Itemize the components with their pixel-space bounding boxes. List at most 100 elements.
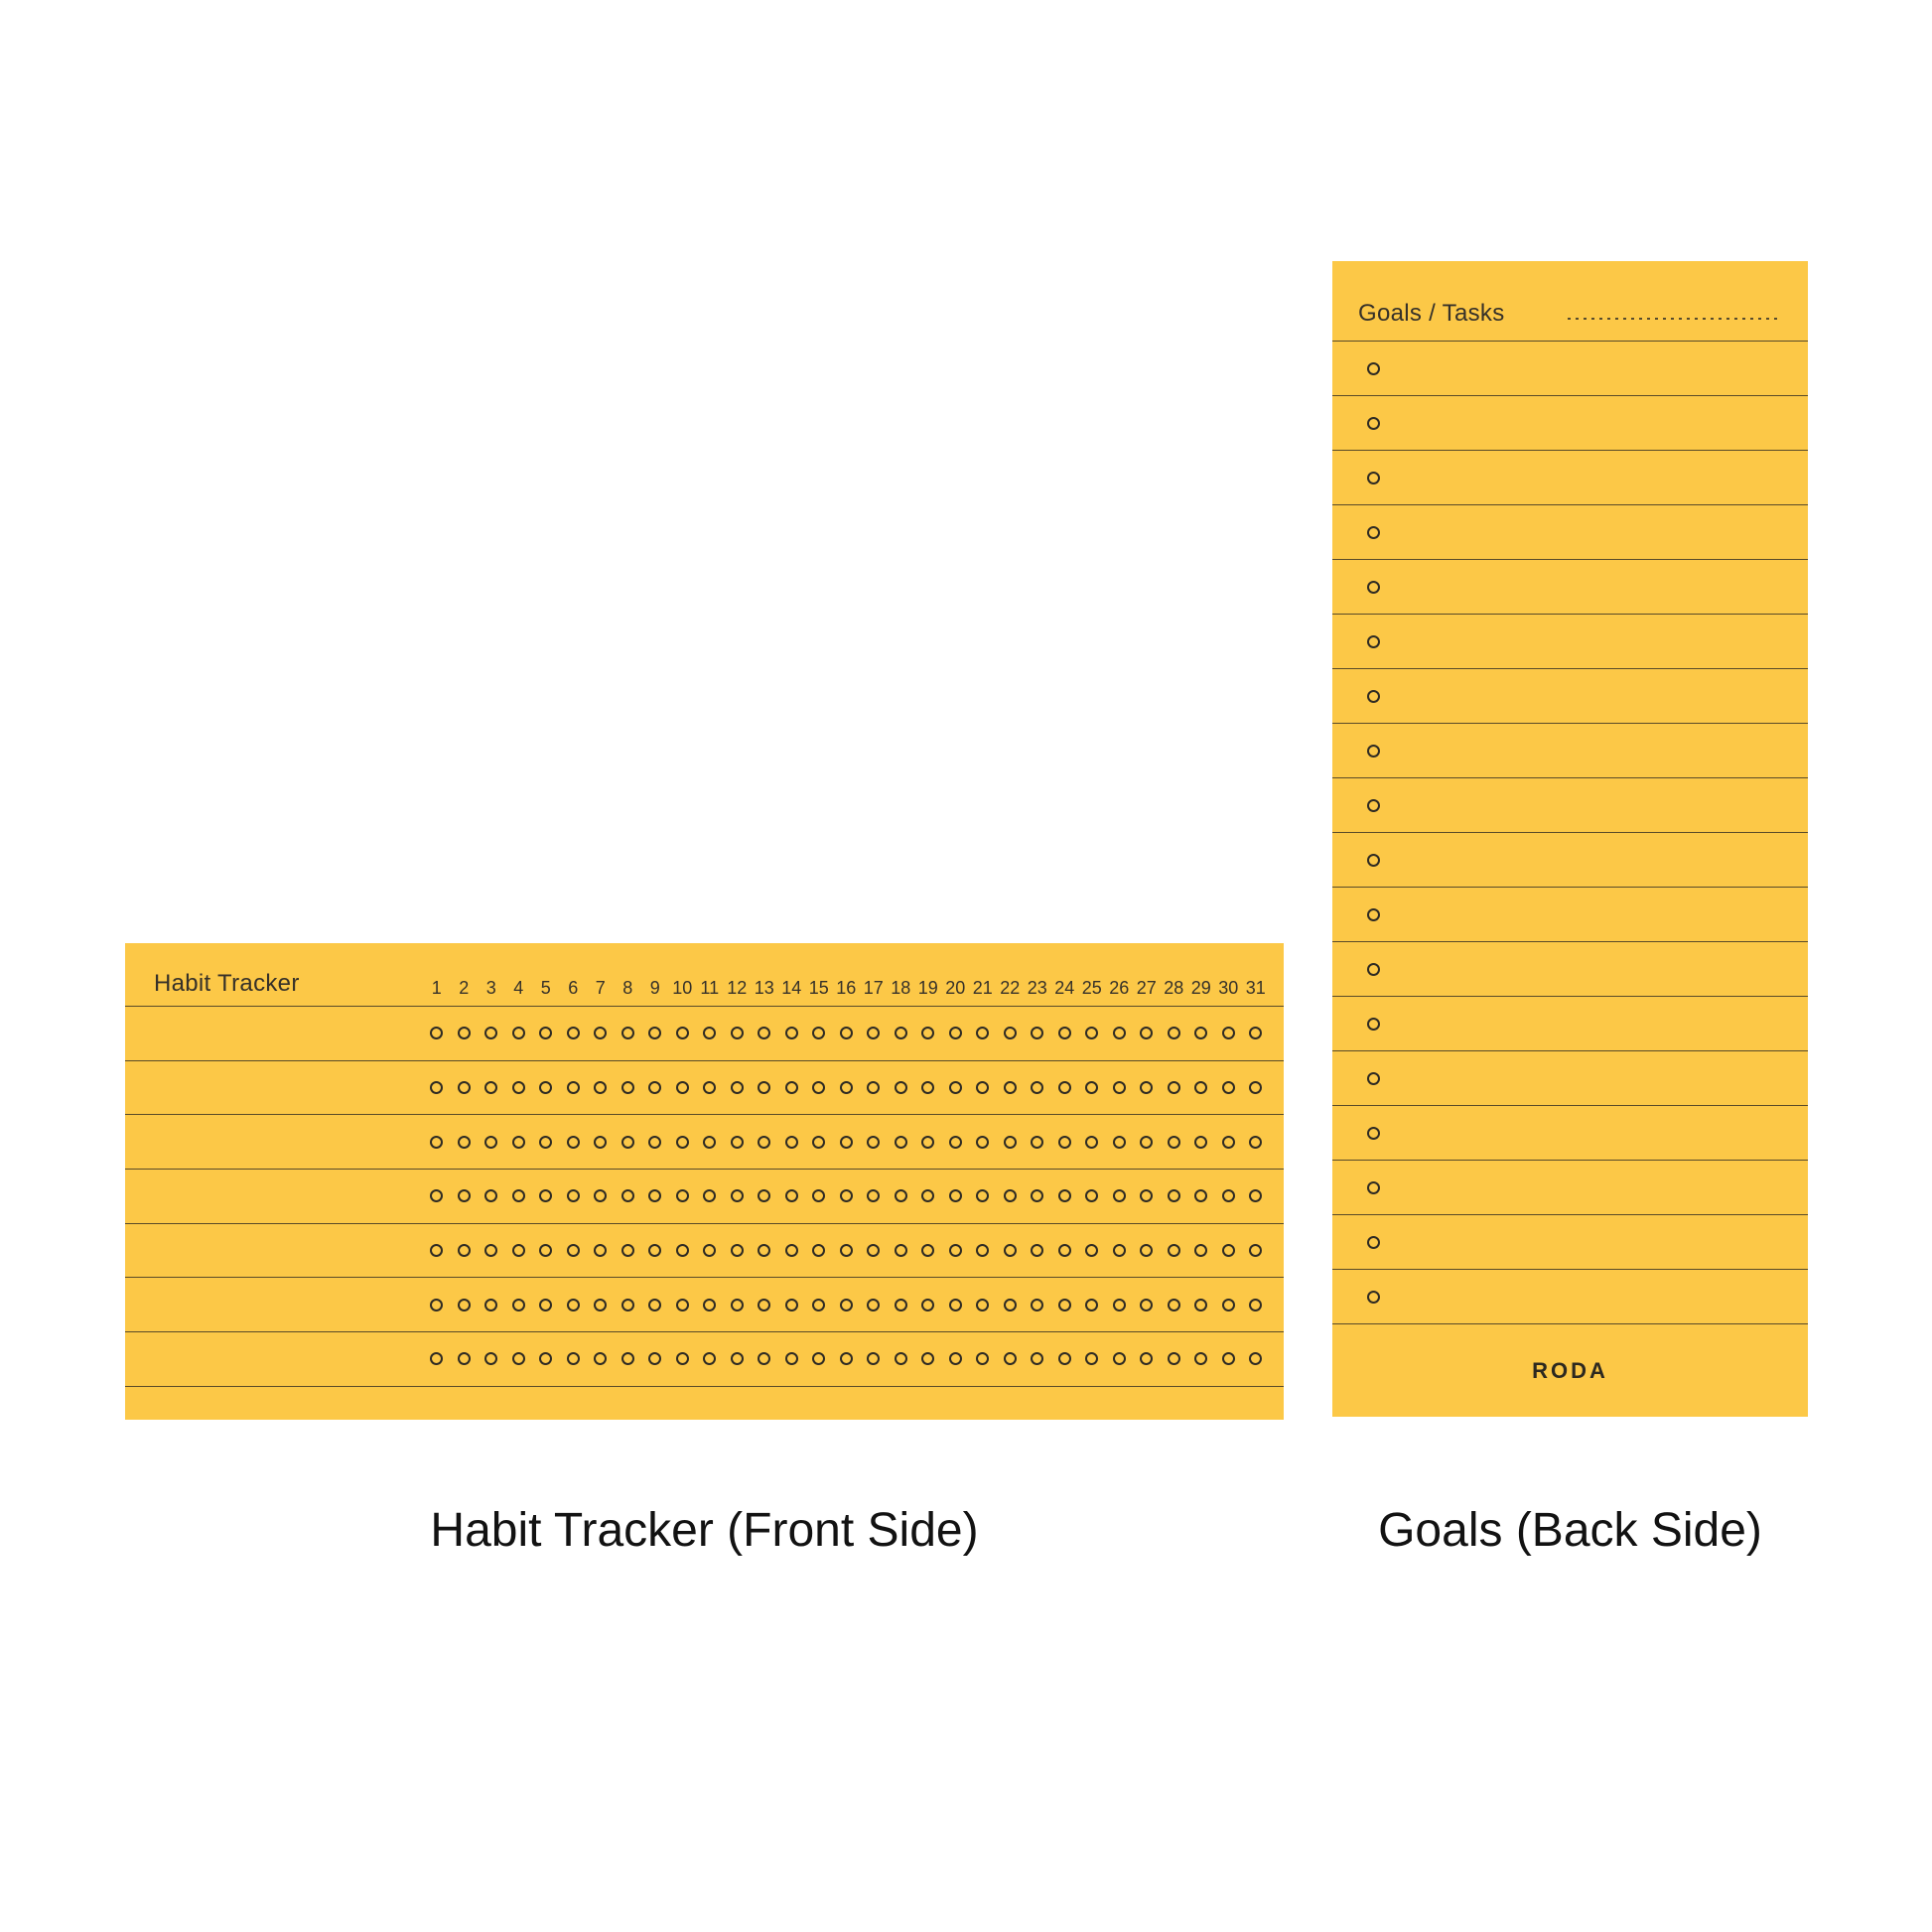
circle-mark-icon <box>1003 1081 1017 1095</box>
day-number: 3 <box>485 978 496 998</box>
circle-mark-icon <box>675 1027 689 1040</box>
circle-mark-icon <box>648 1244 662 1258</box>
habit-day-cell <box>1161 1081 1188 1095</box>
habit-day-cell <box>423 1244 451 1258</box>
habit-day-cell <box>505 1027 533 1040</box>
habit-day-cell <box>1106 1352 1134 1366</box>
habit-day-cell <box>669 1081 697 1095</box>
habit-day-cell <box>451 1352 479 1366</box>
circle-mark-icon <box>648 1189 662 1203</box>
habit-day-cell <box>615 1135 642 1149</box>
circle-mark-icon <box>1031 1352 1044 1366</box>
goal-row <box>1332 1160 1808 1214</box>
circle-mark-icon <box>976 1189 990 1203</box>
day-number: 7 <box>595 978 606 998</box>
habit-day-cell <box>505 1352 533 1366</box>
habit-day-cell <box>587 1244 615 1258</box>
habit-day-cell <box>751 1135 778 1149</box>
circle-mark-icon <box>1167 1027 1180 1040</box>
circle-mark-icon <box>1194 1244 1208 1258</box>
habit-day-cell <box>1051 1244 1079 1258</box>
circle-mark-icon <box>839 1027 853 1040</box>
circle-mark-icon <box>484 1244 498 1258</box>
circle-mark-icon <box>430 1189 444 1203</box>
habit-day-cell <box>805 1298 833 1311</box>
day-number-row: 1 2 3 4 5 6 7 8 9 10 11 12 13 14 15 16 1… <box>423 979 1270 997</box>
habit-day-cell <box>805 1244 833 1258</box>
habit-day-cell <box>696 1027 724 1040</box>
circle-mark-icon <box>621 1135 634 1149</box>
habit-day-cell <box>805 1189 833 1203</box>
goals-card-title: Goals / Tasks <box>1358 300 1505 327</box>
circle-mark-icon <box>1221 1027 1235 1040</box>
habit-day-cell <box>1242 1081 1270 1095</box>
circle-mark-icon <box>703 1135 717 1149</box>
habit-day-cell <box>724 1352 752 1366</box>
circle-mark-icon <box>1367 1290 1380 1304</box>
habit-day-cell <box>696 1244 724 1258</box>
circle-mark-icon <box>1031 1135 1044 1149</box>
circle-mark-icon <box>1367 907 1380 921</box>
day-number: 31 <box>1245 978 1266 998</box>
habit-day-cell <box>888 1027 915 1040</box>
habit-day-cell <box>1242 1027 1270 1040</box>
circle-mark-icon <box>921 1135 935 1149</box>
circle-mark-icon <box>1057 1298 1071 1311</box>
circle-mark-icon <box>484 1135 498 1149</box>
habit-day-cell <box>451 1189 479 1203</box>
day-number: 10 <box>672 978 693 998</box>
habit-card-title: Habit Tracker <box>154 970 300 997</box>
circle-mark-icon <box>839 1352 853 1366</box>
circle-mark-icon <box>1194 1027 1208 1040</box>
habit-day-cell <box>615 1027 642 1040</box>
circle-mark-icon <box>1057 1189 1071 1203</box>
circle-mark-icon <box>1249 1081 1263 1095</box>
circle-mark-icon <box>511 1135 525 1149</box>
habit-day-cell <box>751 1244 778 1258</box>
habit-day-cell <box>532 1352 560 1366</box>
habit-day-cell <box>423 1135 451 1149</box>
circle-mark-icon <box>1140 1298 1154 1311</box>
roda-logo: RODA <box>1532 1357 1608 1383</box>
circle-mark-icon <box>784 1189 798 1203</box>
circle-mark-icon <box>976 1244 990 1258</box>
habit-day-cell <box>669 1298 697 1311</box>
circle-mark-icon <box>730 1189 744 1203</box>
circle-mark-icon <box>1031 1027 1044 1040</box>
habit-day-cell <box>1161 1244 1188 1258</box>
habit-day-cell <box>833 1244 861 1258</box>
habit-day-cell <box>532 1027 560 1040</box>
habit-day-cell <box>587 1135 615 1149</box>
habit-day-cell <box>451 1027 479 1040</box>
habit-day-cell <box>969 1298 997 1311</box>
day-number: 4 <box>513 978 524 998</box>
habit-day-cell <box>997 1135 1025 1149</box>
habit-day-cell <box>1187 1135 1215 1149</box>
circle-mark-icon <box>703 1027 717 1040</box>
habit-day-cell <box>724 1081 752 1095</box>
circle-mark-icon <box>921 1081 935 1095</box>
habit-day-cell <box>724 1298 752 1311</box>
habit-day-cell <box>587 1298 615 1311</box>
habit-day-cell <box>969 1189 997 1203</box>
circle-mark-icon <box>784 1081 798 1095</box>
circle-mark-icon <box>457 1298 471 1311</box>
habit-day-cell <box>451 1298 479 1311</box>
goal-row <box>1332 1214 1808 1269</box>
circle-mark-icon <box>1167 1081 1180 1095</box>
habit-day-cell <box>942 1135 970 1149</box>
circle-mark-icon <box>594 1027 608 1040</box>
circle-mark-icon <box>511 1027 525 1040</box>
habit-day-cell <box>1024 1298 1051 1311</box>
habit-day-cell <box>1106 1298 1134 1311</box>
habit-day-cell <box>532 1135 560 1149</box>
goal-row <box>1332 887 1808 941</box>
goal-row <box>1332 450 1808 504</box>
circle-mark-icon <box>511 1298 525 1311</box>
circle-mark-icon <box>430 1352 444 1366</box>
circle-mark-icon <box>894 1135 907 1149</box>
circle-mark-icon <box>812 1244 826 1258</box>
habit-day-cell <box>860 1081 888 1095</box>
circle-mark-icon <box>511 1244 525 1258</box>
circle-mark-icon <box>730 1027 744 1040</box>
